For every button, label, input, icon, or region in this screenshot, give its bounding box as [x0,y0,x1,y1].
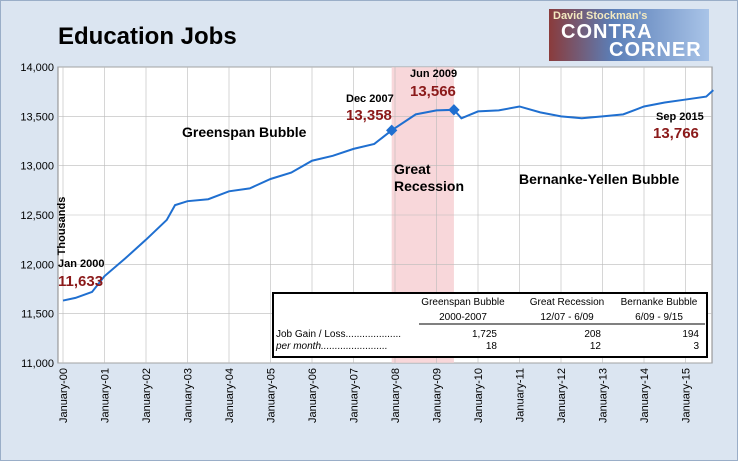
table-header: Bernanke Bubble [621,297,698,308]
y-tick-label: 14,000 [20,62,54,74]
summary-table [272,292,708,358]
x-tick-label: January-07 [349,368,361,423]
table-cell: 208 [584,329,601,340]
x-tick-label: January-15 [681,368,693,423]
x-tick-label: January-06 [307,368,319,423]
annotation-value: 13,358 [346,107,392,124]
table-row-label: per month........................ [275,341,388,352]
x-tick-label: January-00 [58,368,70,423]
annotation-value: 11,633 [58,273,103,290]
contra-corner-logo: David Stockman's CONTRA CORNER [549,9,709,61]
y-tick-label: 12,000 [20,259,54,271]
x-tick-label: January-01 [100,368,112,423]
chart-title: Education Jobs [58,23,237,50]
annotation-value: 13,566 [410,83,456,100]
table-cell: 18 [486,341,498,352]
annotation-label: Jan 2000 [58,258,104,270]
bernanke-label: Bernanke-Yellen Bubble [519,171,679,187]
logo-line3: CORNER [609,39,702,61]
y-axis-label: Thousands [56,197,68,256]
series-line [62,89,714,302]
table-row-label: Job Gain / Loss.................... [276,329,401,340]
y-tick-label: 11,500 [21,309,54,321]
annotation-label: Dec 2007 [346,93,394,105]
table-header-period: 12/07 - 6/09 [540,312,594,323]
table-cell: 3 [693,341,699,352]
logo-line2: CONTRA [561,21,653,43]
logo-line1: David Stockman's [553,10,648,22]
annotation-value: 13,766 [653,125,699,142]
x-tick-label: January-02 [141,368,153,423]
y-tick-label: 12,500 [20,210,54,222]
y-tick-label: 13,500 [20,111,54,123]
x-tick-label: January-11 [515,368,527,422]
table-header: Greenspan Bubble [421,297,505,308]
table-header-period: 6/09 - 9/15 [635,312,683,323]
x-tick-label: January-14 [639,368,651,423]
x-tick-label: January-05 [266,368,278,423]
y-tick-label: 13,000 [20,161,54,173]
table-cell: 12 [590,341,602,352]
x-tick-label: January-10 [473,368,485,423]
table-cell: 194 [682,329,699,340]
x-tick-label: January-08 [390,368,402,423]
table-header-period: 2000-2007 [439,312,487,323]
y-tick-label: 11,000 [21,358,54,370]
x-tick-label: January-03 [183,368,195,423]
x-tick-label: January-09 [432,368,444,423]
recession-label: Great [394,161,431,177]
x-tick-label: January-13 [598,368,610,423]
annotation-label: Sep 2015 [656,111,704,123]
table-header: Great Recession [530,297,604,308]
table-cell: 1,725 [472,329,497,340]
recession-label: Recession [394,178,464,194]
annotation-label: Jun 2009 [410,68,457,80]
greenspan-label: Greenspan Bubble [182,124,307,140]
x-tick-label: January-04 [224,368,236,423]
x-tick-label: January-12 [556,368,568,423]
